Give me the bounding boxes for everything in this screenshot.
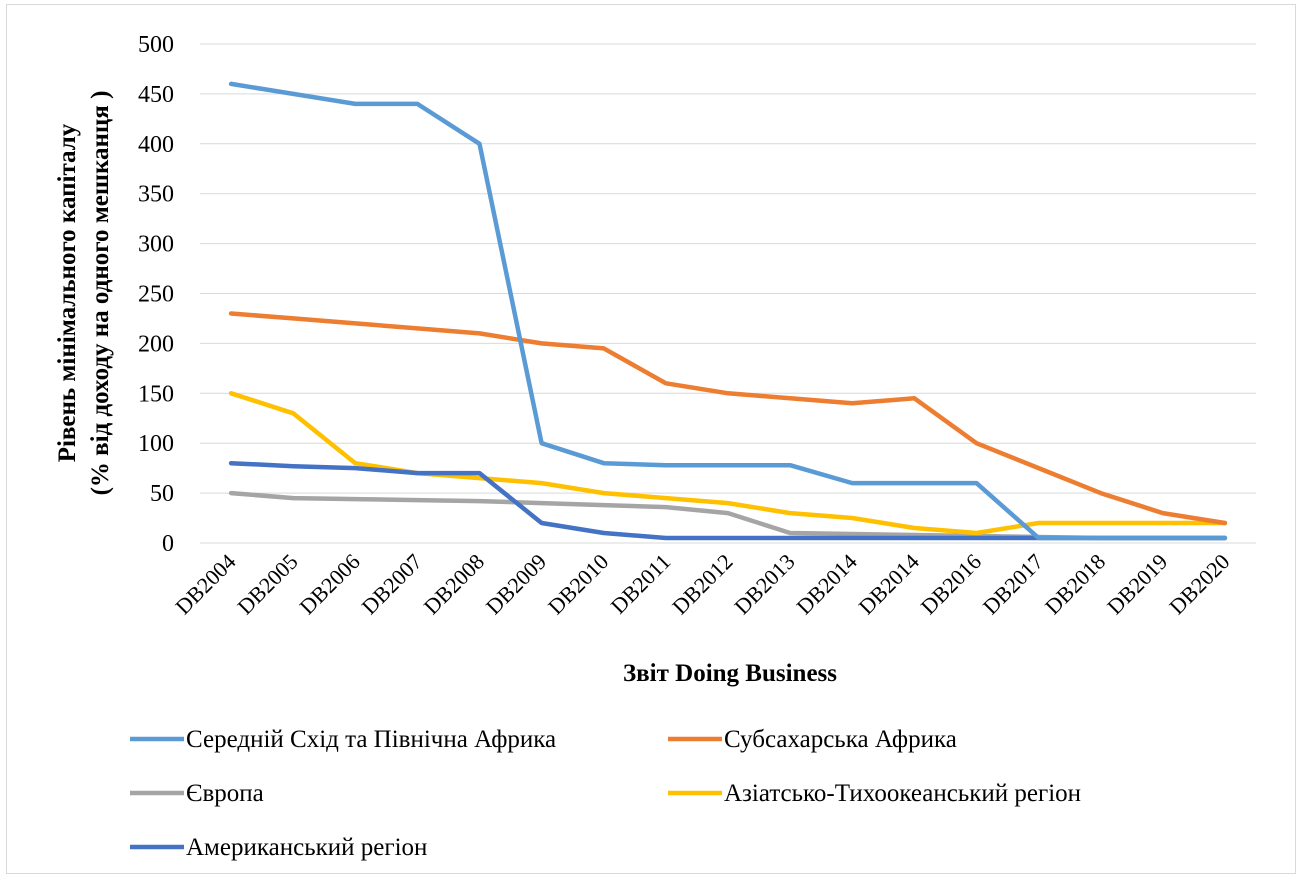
legend-label-4: Американський регіон [186,834,427,861]
y-axis-title-line-2: (% від доходу на одного мешканця ) [87,91,114,496]
x-tick-label: DB2017 [978,549,1048,619]
x-tick-label: DB2019 [1102,549,1172,619]
x-tick-label: DB2009 [481,549,551,619]
x-axis-ticks: DB2004DB2005DB2006DB2007DB2008DB2009DB20… [170,549,1234,619]
y-tick-label: 400 [138,132,174,158]
x-tick-label: DB2013 [729,549,799,619]
x-tick-label: DB2010 [543,549,613,619]
x-tick-label: DB2012 [667,549,737,619]
legend-label-2: Європа [186,780,264,807]
y-tick-label: 300 [138,232,174,258]
y-tick-label: 100 [138,431,174,457]
gridlines [200,43,1256,544]
x-tick-label: DB2007 [357,549,427,619]
y-axis-ticks: 0 50 100 150 200 250 300 350 400 450 500 [138,32,174,557]
series-line-0 [228,81,1228,541]
x-tick-label: DB2006 [294,549,364,619]
x-tick-label: DB2020 [1164,549,1234,619]
x-tick-label: DB2018 [1040,549,1110,619]
x-tick-label: DB2014 [853,549,923,619]
legend-label-0: Середній Схід та Північна Африка [186,726,556,753]
x-tick-label: DB2016 [916,549,986,619]
legend-label-3: Азіатсько-Тихоокеанський регіон [724,780,1081,807]
y-tick-label: 200 [138,331,174,357]
x-tick-label: DB2005 [232,549,302,619]
series-line-1 [228,311,1228,526]
x-tick-label: DB2011 [606,549,676,619]
y-tick-label: 500 [138,32,174,58]
x-tick-label: DB2008 [419,549,489,619]
x-tick-label: DB2014 [791,549,861,619]
y-tick-label: 0 [162,531,174,557]
y-axis-title-line-1: Рівень мінімального капіталу [54,123,81,462]
y-tick-label: 450 [138,82,174,108]
series-line-2 [228,490,1228,541]
x-axis-title: Звіт Doing Business [623,660,837,687]
y-tick-label: 50 [150,481,174,507]
y-tick-label: 150 [138,381,174,407]
y-tick-label: 350 [138,182,174,208]
legend-label-1: Субсахарська Африка [724,726,957,753]
x-tick-label: DB2004 [170,549,240,619]
legend: Середній Схід та Північна Африка Субсахар… [130,726,1081,861]
y-tick-label: 250 [138,282,174,308]
series-lines [228,81,1228,541]
chart-frame [6,4,1296,874]
